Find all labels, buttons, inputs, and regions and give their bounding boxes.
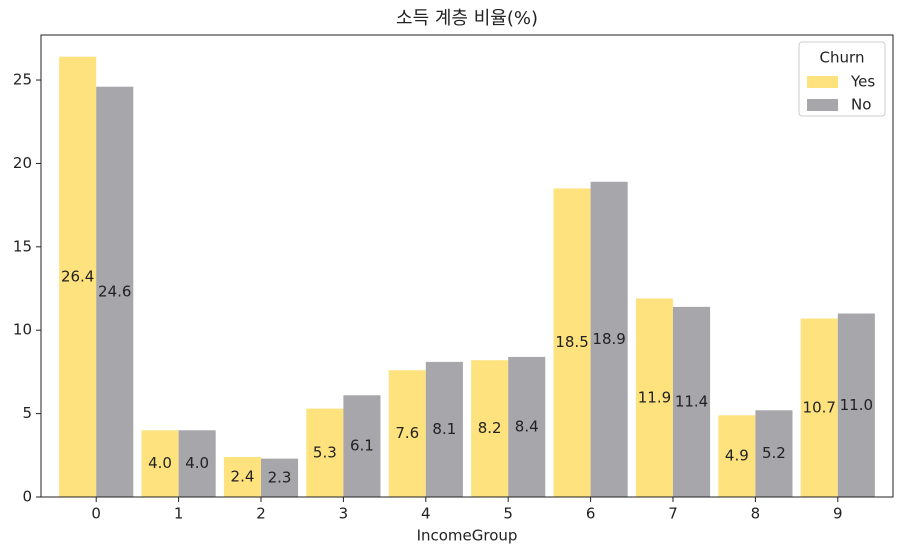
x-tick-label: 5 xyxy=(503,505,513,523)
x-tick-label: 0 xyxy=(91,505,101,523)
y-tick-label: 15 xyxy=(13,237,32,255)
bar xyxy=(96,86,134,497)
legend-swatch xyxy=(807,99,838,111)
x-tick-label: 2 xyxy=(256,505,266,523)
value-label: 11.9 xyxy=(638,388,671,406)
value-label: 24.6 xyxy=(98,282,131,300)
x-tick-label: 6 xyxy=(586,505,596,523)
x-tick-label: 4 xyxy=(421,505,431,523)
bar xyxy=(388,370,426,497)
value-label: 2.3 xyxy=(268,468,292,486)
bar xyxy=(553,188,591,498)
bar xyxy=(178,430,216,497)
bar xyxy=(800,318,838,497)
bar xyxy=(261,458,299,497)
bar xyxy=(306,408,344,497)
legend-swatch xyxy=(807,76,838,88)
value-label: 7.6 xyxy=(395,424,419,442)
value-label: 4.0 xyxy=(148,454,172,472)
y-tick-label: 0 xyxy=(22,488,32,506)
value-label: 6.1 xyxy=(350,437,374,455)
plot-frame xyxy=(40,34,894,498)
value-label: 8.2 xyxy=(478,419,502,437)
value-label: 11.4 xyxy=(675,392,708,410)
bar xyxy=(471,360,509,497)
bar xyxy=(141,430,179,497)
legend-box xyxy=(798,41,886,117)
y-tick-label: 20 xyxy=(13,154,32,172)
bar xyxy=(59,56,97,497)
x-tick-label: 3 xyxy=(339,505,349,523)
value-label: 4.0 xyxy=(185,454,209,472)
value-label: 5.3 xyxy=(313,443,337,461)
value-label: 5.2 xyxy=(762,444,786,462)
y-tick-label: 25 xyxy=(13,71,32,89)
chart-title: 소득 계층 비율(%) xyxy=(396,8,538,29)
bar xyxy=(343,395,381,497)
value-label: 4.9 xyxy=(725,447,749,465)
x-tick-label: 8 xyxy=(751,505,761,523)
bar xyxy=(223,456,262,497)
value-label: 18.5 xyxy=(555,333,588,351)
bar xyxy=(508,356,546,497)
bar xyxy=(718,415,756,497)
value-label: 8.4 xyxy=(515,417,539,435)
value-label: 26.4 xyxy=(61,267,94,285)
value-label: 8.1 xyxy=(432,420,456,438)
value-label: 2.4 xyxy=(231,467,255,485)
y-tick-label: 10 xyxy=(13,321,32,339)
legend-label: No xyxy=(851,96,871,114)
bar xyxy=(837,313,875,497)
x-tick-label: 7 xyxy=(668,505,678,523)
bar xyxy=(672,306,711,497)
bar xyxy=(425,361,463,497)
y-tick-label: 5 xyxy=(22,404,32,422)
x-tick-label: 9 xyxy=(833,505,843,523)
x-axis-label: IncomeGroup xyxy=(417,527,518,545)
legend-label: Yes xyxy=(850,73,875,91)
bar xyxy=(755,410,793,497)
bar xyxy=(590,181,628,497)
value-label: 10.7 xyxy=(803,398,836,416)
bar xyxy=(635,298,673,497)
legend-title: Churn xyxy=(820,49,865,67)
x-tick-label: 1 xyxy=(174,505,184,523)
value-label: 18.9 xyxy=(592,330,625,348)
value-label: 11.0 xyxy=(840,396,873,414)
